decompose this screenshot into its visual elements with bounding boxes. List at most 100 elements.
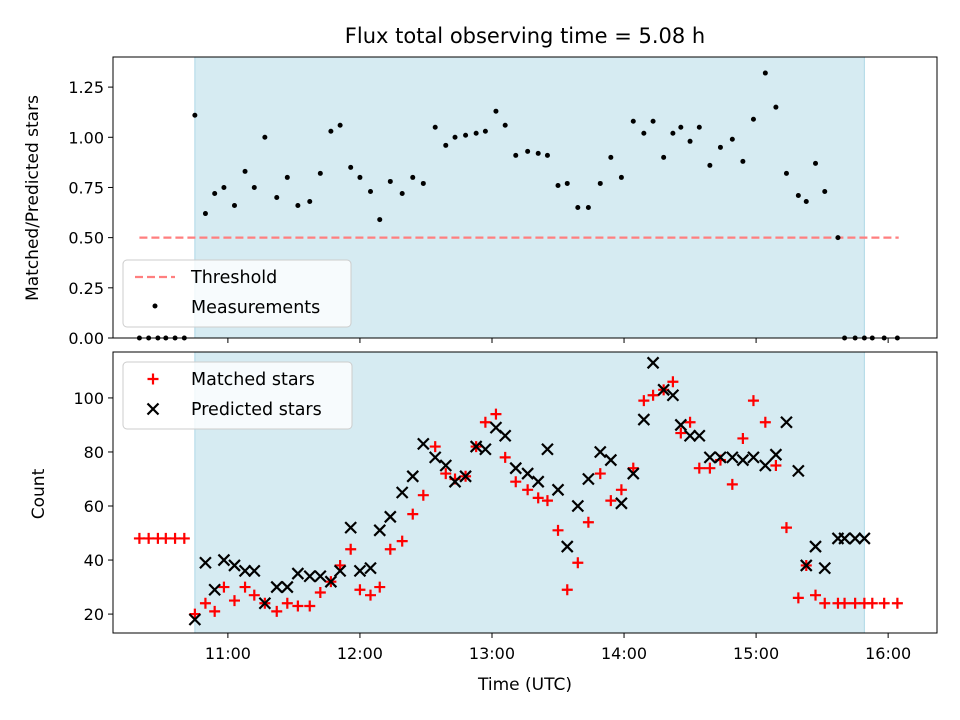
predicted-star-point	[736, 453, 750, 467]
matched-star-point	[792, 592, 804, 604]
predicted-star-point	[531, 475, 545, 488]
bottom-y-tick-label: 80	[84, 443, 104, 462]
predicted-star-point	[303, 569, 317, 583]
measurement-point	[707, 162, 713, 168]
matched-star-point	[605, 495, 617, 507]
measurement-point	[525, 148, 531, 154]
matched-star-point	[160, 532, 172, 544]
predicted-star-point	[428, 451, 442, 464]
predicted-star-point	[747, 451, 760, 464]
measurement-point	[377, 217, 383, 223]
measurement-point	[348, 164, 354, 170]
matched-star-point	[218, 581, 230, 593]
bottom-plot-frame	[112, 351, 938, 634]
predicted-star-point	[521, 467, 534, 480]
measurement-point	[357, 174, 363, 180]
predicted-star-point	[551, 483, 565, 497]
legend-matched-label: Matched stars	[191, 370, 315, 390]
predicted-star-point	[469, 440, 483, 453]
predicted-star-point	[571, 499, 585, 513]
predicted-star-point	[780, 415, 793, 429]
chart-title: Flux total observing time = 5.08 h	[345, 24, 705, 48]
predicted-star-point	[324, 575, 338, 588]
matched-star-point	[239, 581, 251, 593]
measurement-point	[597, 180, 603, 186]
bottom-x-tick-label: 14:00	[601, 644, 647, 663]
measurement-point	[641, 130, 647, 136]
measurement-point	[564, 180, 570, 186]
matched-star-point	[726, 478, 738, 490]
matched-star-point	[396, 535, 408, 547]
measurement-point	[750, 116, 756, 122]
predicted-star-point	[270, 580, 284, 594]
top-y-tick-label: 0.00	[68, 329, 104, 348]
predicted-star-point	[657, 383, 670, 397]
predicted-star-point	[281, 580, 294, 594]
matched-star-point	[638, 395, 650, 407]
predicted-star-point	[769, 448, 783, 461]
matched-star-point	[510, 476, 522, 488]
measurement-point	[502, 122, 508, 128]
predicted-star-point	[666, 388, 680, 402]
matched-star-point	[759, 416, 771, 428]
matched-star-point	[780, 522, 792, 534]
measurement-point	[262, 134, 268, 140]
predicted-star-point	[353, 564, 367, 578]
measurement-point	[740, 158, 746, 164]
predicted-star-point	[448, 475, 462, 488]
top-y-axis-label: Matched/Predicted stars	[23, 95, 43, 301]
measurement-point	[608, 154, 614, 160]
predicted-star-point	[627, 467, 640, 480]
predicted-star-point	[509, 461, 523, 475]
measurement-point	[328, 128, 334, 134]
predicted-star-point	[693, 429, 706, 443]
predicted-star-point	[291, 567, 305, 580]
matched-star-point	[849, 597, 861, 609]
matched-star-point	[737, 432, 749, 444]
measurement-point	[661, 154, 667, 160]
matched-star-point	[532, 492, 544, 504]
measurement-point	[493, 108, 499, 114]
legend-predicted-swatch	[146, 402, 160, 416]
predicted-star-point	[838, 532, 851, 545]
matched-star-point	[271, 605, 283, 617]
matched-star-point	[770, 459, 782, 471]
predicted-star-point	[637, 413, 651, 426]
matched-star-point	[189, 608, 201, 620]
matched-star-point	[675, 427, 687, 439]
measurement-point	[432, 124, 438, 130]
predicted-star-point	[848, 532, 862, 545]
measurement-point	[463, 132, 469, 138]
measurement-point	[813, 160, 819, 166]
matched-star-point	[490, 408, 502, 420]
predicted-star-point	[188, 613, 202, 626]
predicted-star-point	[604, 453, 618, 467]
matched-star-point	[429, 441, 441, 453]
top-y-tick-label: 0.25	[68, 279, 104, 298]
predicted-star-point	[238, 564, 252, 578]
matched-star-point	[552, 524, 564, 536]
predicted-star-point	[373, 524, 387, 537]
measurement-point	[368, 188, 373, 194]
measurement-point	[696, 124, 702, 130]
predicted-star-point	[417, 437, 430, 451]
measurement-point	[274, 195, 280, 200]
predicted-star-point	[498, 429, 512, 443]
matched-star-point	[334, 559, 346, 571]
bottom-x-tick-label: 12:00	[337, 644, 383, 663]
matched-star-point	[304, 600, 316, 612]
measurement-point	[337, 122, 343, 128]
matched-star-point	[582, 516, 594, 528]
bottom-legend: Matched stars Predicted stars	[122, 361, 353, 430]
top-legend-box	[122, 259, 352, 328]
matched-star-point	[374, 581, 386, 593]
top-plot-frame	[112, 56, 938, 339]
matched-star-point	[417, 489, 429, 501]
matched-star-point	[891, 597, 903, 609]
predicted-star-point	[759, 459, 772, 472]
predicted-star-point	[593, 445, 607, 459]
predicted-star-point	[395, 486, 409, 499]
measurement-point	[535, 150, 541, 156]
matched-star-point	[541, 495, 553, 507]
top-y-tick-label: 1.25	[68, 78, 104, 97]
